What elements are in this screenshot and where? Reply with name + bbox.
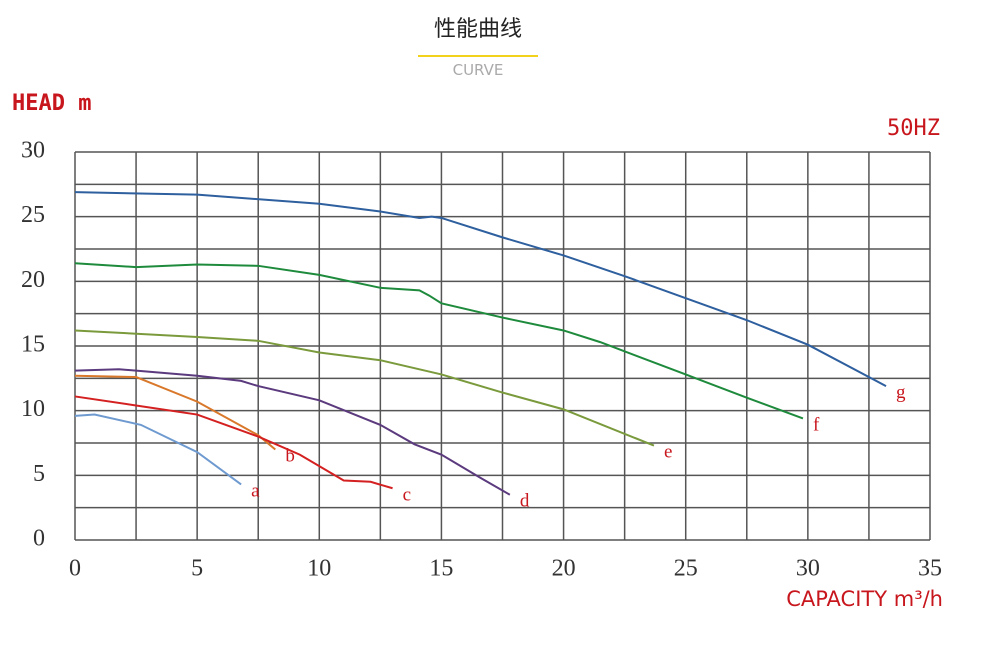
y-tick-label: 20 [21,267,45,293]
x-axis-label: CAPACITY m³/h [786,587,943,611]
x-tick-label: 15 [429,556,453,582]
y-tick-label: 0 [33,526,45,552]
x-tick-label: 25 [674,556,698,582]
y-tick-label: 25 [21,202,45,228]
curve [74,262,804,420]
y-tick-label: 30 [21,138,45,164]
curve [74,374,276,451]
curve [74,329,655,447]
series-label: g [896,382,906,403]
series-label: c [403,484,411,505]
chart-title: 性能曲线 [434,17,522,42]
y-tick-label: 10 [21,396,45,422]
annotation: 50HZ [887,116,940,141]
x-tick-label: 20 [552,556,576,582]
series-label: f [813,414,820,435]
chart-subtitle: CURVE [453,61,504,79]
curve [74,395,393,490]
series-label: e [664,442,672,463]
x-tick-label: 30 [796,556,820,582]
curve [74,368,511,496]
curve [74,413,242,486]
x-tick-label: 0 [69,556,81,582]
x-tick-label: 35 [918,556,942,582]
series-label: d [520,491,530,512]
y-tick-label: 15 [21,332,45,358]
curve [74,191,887,387]
y-tick-label: 5 [33,461,45,487]
series-label: b [285,445,295,466]
x-tick-label: 5 [191,556,203,582]
series-label: a [251,480,260,501]
y-axis-label: HEAD m [12,91,91,116]
x-tick-label: 10 [307,556,331,582]
